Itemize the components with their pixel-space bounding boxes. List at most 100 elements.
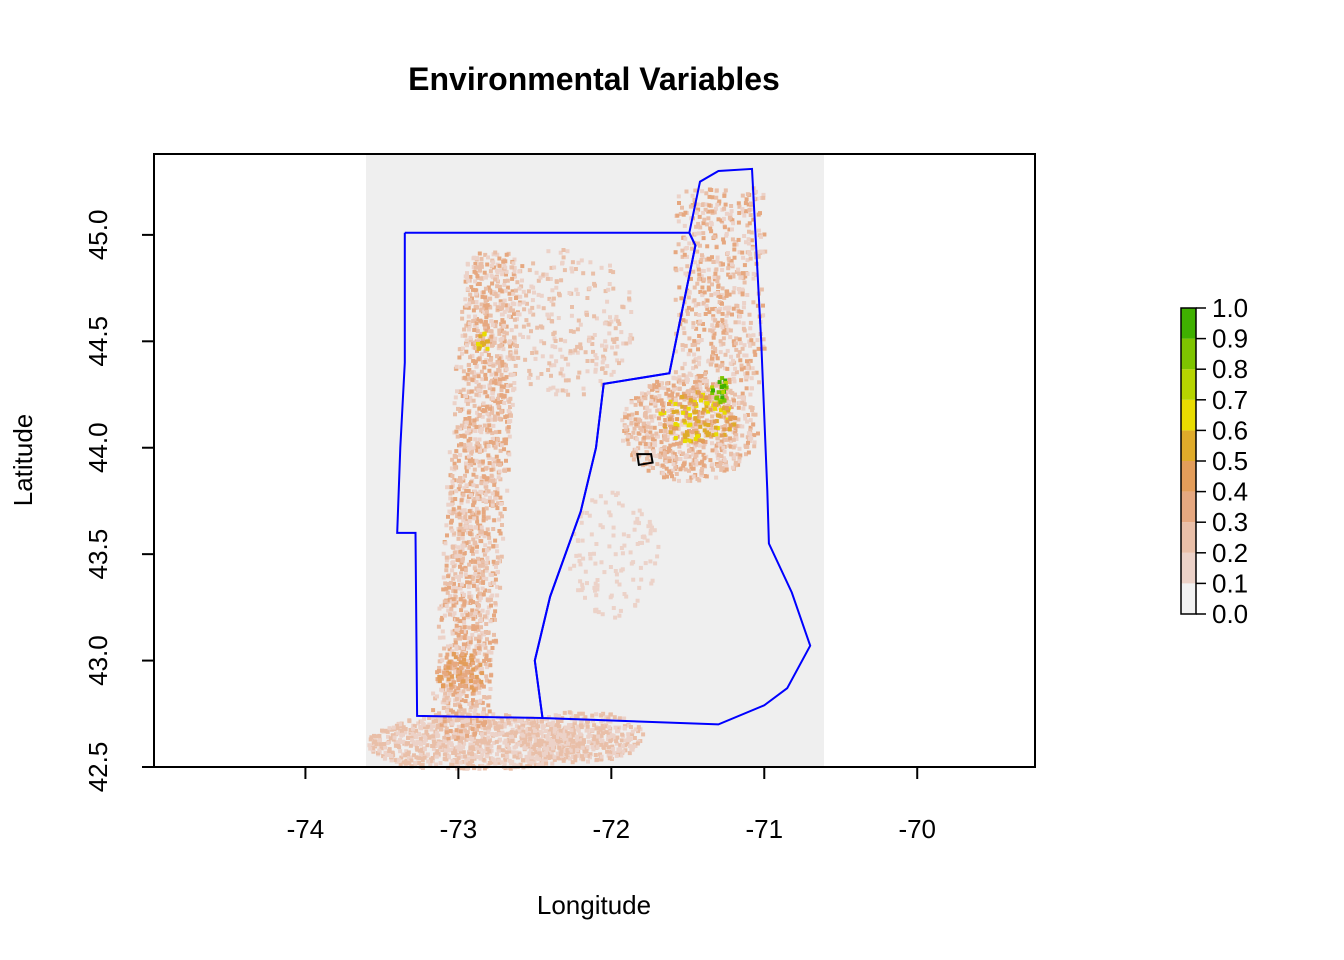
raster-cell [449,490,454,495]
raster-cell [481,642,486,647]
raster-cell [599,754,604,759]
raster-cell [665,381,669,386]
raster-cell [462,650,467,655]
raster-cell [740,250,745,255]
raster-cell [499,501,504,506]
raster-cell [643,561,648,566]
raster-cell [442,757,447,761]
raster-cell [472,703,477,708]
raster-cell [444,749,449,754]
raster-cell [479,256,484,261]
raster-cell [368,746,373,751]
raster-cell [489,338,494,343]
raster-cell [609,372,614,377]
raster-cell [469,653,474,658]
raster-cell [500,753,505,758]
legend-label: 0.1 [1212,568,1248,598]
raster-cell [482,475,487,480]
raster-cell [566,741,570,746]
raster-cell [692,396,697,401]
raster-cell [571,329,576,334]
raster-cell [698,319,703,324]
raster-cell [737,395,742,399]
raster-cell [557,724,562,729]
raster-cell [723,188,728,193]
raster-cell [692,339,697,344]
raster-cell [649,401,654,406]
raster-cell [563,378,568,383]
raster-cell [626,434,631,439]
raster-cell [749,338,754,343]
raster-cell [719,439,724,444]
raster-cell [511,372,516,377]
raster-cell [469,685,474,690]
raster-cell [394,723,399,728]
raster-cell [745,365,750,370]
raster-cell [688,204,693,209]
raster-cell [452,734,457,739]
raster-cell [585,581,589,586]
raster-cell [622,726,627,730]
raster-cell [697,313,702,317]
raster-cell [435,716,440,721]
raster-cell [473,572,478,576]
raster-cell [501,536,506,541]
raster-cell [645,424,650,429]
raster-cell [441,684,445,688]
raster-cell [506,384,511,389]
raster-cell [546,314,551,319]
raster-cell [719,408,723,413]
raster-cell [511,308,515,313]
raster-cell [712,234,717,239]
raster-cell [731,221,736,226]
raster-cell [507,758,512,763]
raster-cell [445,590,450,595]
raster-cell [418,752,423,757]
raster-cell [662,437,667,442]
raster-cell [484,466,489,471]
raster-cell [535,754,540,759]
raster-cell [723,352,728,357]
raster-cell [707,194,712,199]
raster-cell [753,412,758,417]
raster-cell [460,548,465,552]
raster-cell [466,687,471,692]
raster-cell [706,409,711,414]
raster-cell [627,296,632,301]
raster-cell [493,577,498,582]
raster-cell [540,763,545,768]
raster-cell [496,747,501,752]
raster-cell [410,731,415,736]
raster-cell [551,296,556,301]
raster-cell [708,407,713,412]
raster-cell [486,418,491,423]
raster-cell [720,286,725,291]
raster-cell [468,640,473,645]
raster-cell [496,458,501,463]
raster-cell [447,509,452,514]
raster-cell [728,390,733,395]
raster-cell [683,236,688,241]
raster-cell [454,697,459,702]
raster-cell [726,266,731,271]
raster-cell [619,753,624,758]
raster-cell [569,728,574,733]
raster-cell [680,347,685,352]
raster-cell [729,204,734,208]
raster-cell [685,479,690,483]
raster-cell [685,392,690,396]
raster-cell [472,516,477,521]
raster-cell [648,385,653,390]
raster-cell [666,387,671,392]
raster-cell [442,670,447,675]
raster-cell [713,271,718,276]
raster-cell [677,285,682,290]
raster-cell [484,678,489,683]
raster-cell [718,295,723,299]
raster-cell [643,405,647,410]
raster-cell [527,717,532,722]
raster-cell [615,344,620,349]
raster-cell [720,311,725,316]
raster-cell [484,506,489,511]
raster-cell [482,309,487,314]
